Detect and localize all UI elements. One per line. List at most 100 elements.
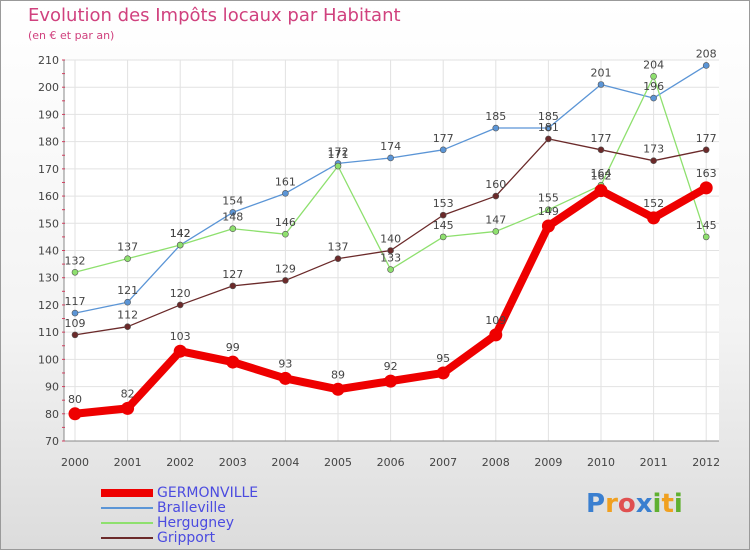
point-bralleville <box>650 94 657 102</box>
point-germonville <box>226 355 240 369</box>
y-tick-label: 70 <box>45 435 59 448</box>
y-tick-label: 150 <box>38 217 59 230</box>
x-tick-label: 2009 <box>534 456 562 469</box>
point-gripport <box>702 146 710 154</box>
point-bralleville <box>492 124 500 132</box>
point-germonville <box>647 211 661 225</box>
point-gripport <box>282 277 289 284</box>
proxiti-logo: Proxiti <box>586 489 683 519</box>
point-germonville <box>173 344 187 358</box>
logo-letter: P <box>586 489 606 519</box>
data-label-gripport: 109 <box>65 317 86 330</box>
data-label-gripport: 153 <box>433 197 454 210</box>
legend-label-germonville: GERMONVILLE <box>157 485 259 501</box>
point-gripport <box>71 331 79 339</box>
data-label-gripport: 140 <box>380 233 401 246</box>
data-label-gripport: 160 <box>485 178 506 191</box>
data-label-germonville: 89 <box>331 368 345 381</box>
data-label-bralleville: 154 <box>222 194 243 207</box>
data-label-hergugney: 145 <box>433 219 454 232</box>
data-label-bralleville: 208 <box>696 47 717 60</box>
data-label-hergugney: 137 <box>117 241 138 254</box>
legend-label-hergugney: Hergugney <box>157 515 235 531</box>
y-tick-label: 200 <box>38 81 59 94</box>
data-label-bralleville: 117 <box>65 295 86 308</box>
point-hergugney <box>492 228 500 235</box>
logo-letter: i <box>652 489 662 519</box>
x-tick-label: 2001 <box>114 456 142 469</box>
point-bralleville <box>387 154 394 162</box>
data-label-germonville: 109 <box>485 314 506 327</box>
point-gripport <box>229 282 237 290</box>
logo-letter: i <box>673 489 683 519</box>
data-label-gripport: 129 <box>275 262 296 275</box>
data-label-bralleville: 161 <box>275 175 296 188</box>
data-label-bralleville: 185 <box>485 110 506 123</box>
x-tick-label: 2000 <box>61 456 89 469</box>
point-hergugney <box>334 162 342 170</box>
legend-label-bralleville: Bralleville <box>157 500 226 516</box>
legend-swatch-gripport <box>101 537 153 539</box>
data-label-gripport: 173 <box>643 143 664 156</box>
point-bralleville <box>229 209 237 216</box>
data-label-gripport: 177 <box>591 132 612 145</box>
data-label-hergugney: 146 <box>275 216 296 229</box>
chart-title: Evolution des Impôts locaux par Habitant <box>28 5 401 26</box>
data-label-germonville: 80 <box>68 393 82 406</box>
chart-subtitle: (en € et par an) <box>28 29 115 42</box>
point-germonville <box>68 407 82 421</box>
data-label-bralleville: 174 <box>380 140 401 153</box>
legend-item-bralleville: Bralleville <box>101 500 361 516</box>
logo-letter: o <box>617 489 636 519</box>
data-label-gripport: 181 <box>538 121 559 134</box>
data-label-germonville: 152 <box>643 197 664 210</box>
y-tick-label: 140 <box>38 245 59 258</box>
data-label-gripport: 127 <box>222 268 243 281</box>
legend-swatch-germonville <box>101 489 153 497</box>
point-bralleville <box>439 146 447 154</box>
point-germonville <box>436 366 450 380</box>
data-label-germonville: 92 <box>384 360 398 373</box>
x-tick-label: 2011 <box>640 456 668 469</box>
logo-letter: x <box>635 489 653 519</box>
data-label-bralleville: 142 <box>170 227 191 240</box>
x-tick-label: 2007 <box>429 456 457 469</box>
data-label-germonville: 103 <box>170 330 191 343</box>
data-label-germonville: 99 <box>226 341 240 354</box>
point-germonville <box>121 401 135 415</box>
point-bralleville <box>597 81 605 88</box>
point-gripport <box>176 301 184 309</box>
point-hergugney <box>702 233 710 241</box>
data-label-hergugney: 145 <box>696 219 717 232</box>
point-gripport <box>650 157 657 164</box>
point-gripport <box>545 135 552 143</box>
x-tick-label: 2002 <box>166 456 194 469</box>
y-tick-label: 180 <box>38 136 59 149</box>
point-gripport <box>124 323 131 331</box>
data-label-gripport: 120 <box>170 287 191 300</box>
point-gripport <box>334 255 342 262</box>
x-tick-label: 2008 <box>482 456 510 469</box>
x-tick-label: 2004 <box>271 456 299 469</box>
x-tick-label: 2010 <box>587 456 615 469</box>
data-label-hergugney: 148 <box>222 211 243 224</box>
y-tick-label: 80 <box>45 408 59 421</box>
y-tick-label: 100 <box>38 353 59 366</box>
point-gripport <box>597 146 605 154</box>
data-label-hergugney: 171 <box>328 148 349 161</box>
point-hergugney <box>71 268 79 276</box>
data-label-gripport: 177 <box>696 132 717 145</box>
point-germonville <box>699 181 713 195</box>
data-label-bralleville: 121 <box>117 284 138 297</box>
point-bralleville <box>71 309 79 317</box>
data-label-hergugney: 164 <box>591 167 612 180</box>
point-germonville <box>278 371 292 385</box>
point-hergugney <box>439 233 447 241</box>
point-bralleville <box>545 124 552 132</box>
data-label-bralleville: 201 <box>591 66 612 79</box>
legend-label-gripport: Gripport <box>157 530 216 546</box>
data-label-hergugney: 133 <box>380 252 401 265</box>
data-label-gripport: 112 <box>117 309 138 322</box>
